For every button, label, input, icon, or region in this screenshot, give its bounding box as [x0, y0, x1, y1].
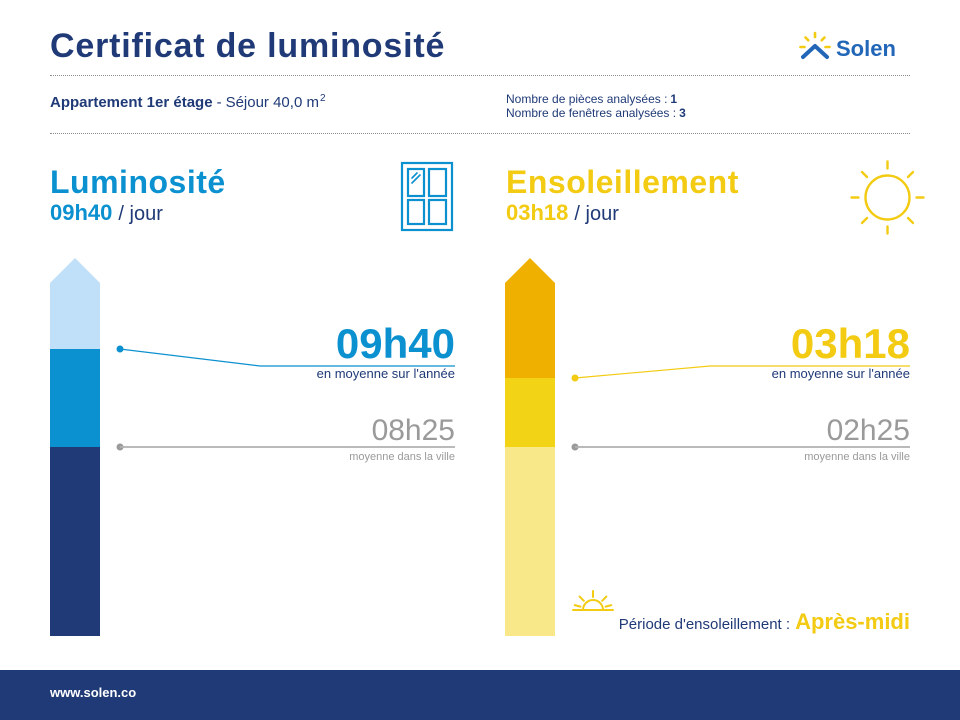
windows-label: Nombre de fenêtres analysées : [506, 106, 677, 120]
ensoleillement-title: Ensoleillement [506, 164, 739, 200]
sun-icon [850, 160, 925, 235]
ensoleillement-daily: 03h18/ jour [506, 201, 619, 226]
luminosite-daily-value: 09h40 [50, 200, 113, 225]
luminosite-annual-average-label: en moyenne sur l'année [316, 366, 455, 381]
ensoleillement-daily-value: 03h18 [506, 200, 569, 225]
rooms-label: Nombre de pièces analysées : [506, 92, 668, 106]
rooms-analysed: Nombre de pièces analysées :1 [506, 92, 686, 106]
ensoleillement-gauge-top-segment [505, 258, 555, 378]
luminosite-annual-marker-line [119, 348, 455, 367]
sun-period-label: Période d'ensoleillement : [618, 616, 791, 633]
rooms-count: 1 [670, 92, 678, 106]
windows-count: 3 [679, 106, 686, 120]
luminosite-gauge-middle-segment [50, 349, 100, 447]
sun-period-value: Après-midi [795, 609, 910, 634]
sun-house-logo-icon [799, 31, 831, 59]
ensoleillement-daily-unit: / jour [574, 203, 619, 225]
area-exponent: 2 [319, 93, 326, 104]
ensoleillement-gauge-bottom-segment [505, 447, 555, 636]
ensoleillement-annual-average: 03h18 [790, 320, 910, 367]
windows-analysed: Nombre de fenêtres analysées :3 [506, 106, 686, 120]
divider-top [50, 75, 910, 76]
window-icon [400, 161, 454, 232]
footer-bar: www.solen.co [0, 670, 960, 720]
ensoleillement-gauge-middle-segment [505, 378, 555, 447]
luminosite-gauge [50, 258, 100, 636]
luminosite-daily-unit: / jour [118, 203, 163, 225]
luminosite-annual-average: 09h40 [335, 320, 455, 367]
property-description: Appartement 1er étage - Séjour 40,0 m2 [50, 94, 326, 112]
property-separator: - [216, 94, 222, 111]
sun-period: Période d'ensoleillement : Après-midi [619, 609, 910, 638]
luminosite-gauge-bottom-segment [50, 447, 100, 636]
ensoleillement-gauge [505, 258, 555, 636]
property-name: Appartement 1er étage [50, 94, 213, 111]
divider-bottom [50, 133, 910, 134]
luminosite-daily: 09h40/ jour [50, 201, 163, 226]
ensoleillement-annual-average-label: en moyenne sur l'année [771, 366, 910, 381]
ensoleillement-city-average-label: moyenne dans la ville [804, 451, 910, 463]
luminosite-city-average-label: moyenne dans la ville [349, 451, 455, 463]
website-link[interactable]: www.solen.co [50, 685, 137, 700]
sunset-icon [572, 590, 614, 611]
property-room: Séjour 40,0 m [225, 94, 319, 111]
luminosite-gauge-top-segment [50, 258, 100, 349]
logo-text: Solen [836, 36, 896, 61]
analysis-summary: Nombre de pièces analysées :1 Nombre de … [506, 92, 686, 120]
luminosite-city-average: 08h25 [371, 414, 455, 447]
luminosite-markers [116, 345, 455, 451]
ensoleillement-city-average: 02h25 [826, 414, 910, 447]
ensoleillement-markers [571, 365, 910, 451]
luminosite-title: Luminosité [50, 164, 226, 200]
ensoleillement-annual-marker-line [574, 365, 910, 379]
page-title: Certificat de luminosité [50, 27, 446, 65]
